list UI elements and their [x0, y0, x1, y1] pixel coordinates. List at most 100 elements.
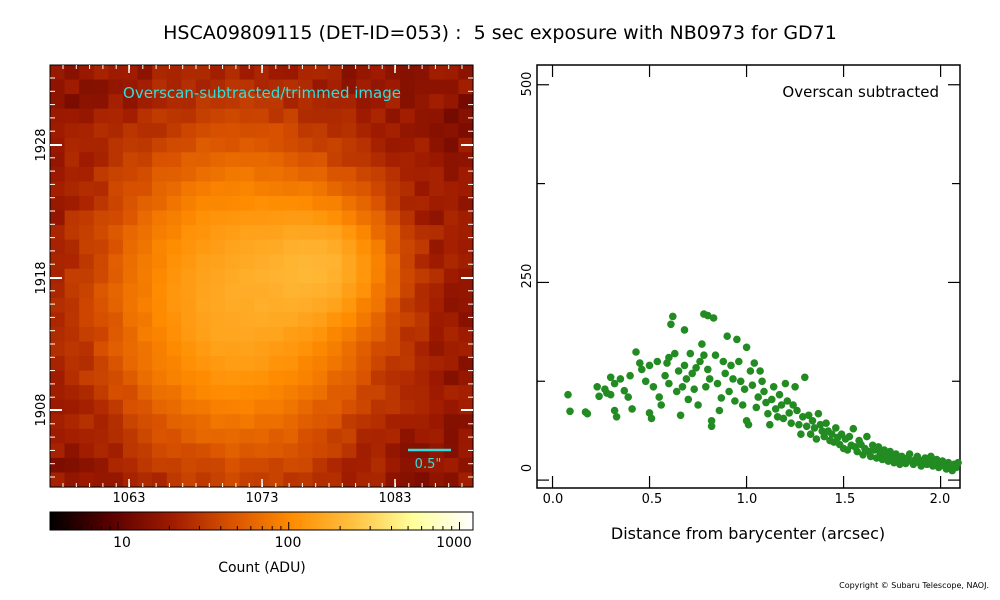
image-pixel — [50, 268, 66, 284]
image-pixel — [283, 370, 299, 386]
data-point — [781, 379, 790, 388]
data-point — [822, 419, 830, 428]
image-pixel — [268, 123, 284, 139]
image-pixel — [268, 283, 284, 299]
image-pixel — [137, 137, 153, 153]
image-pixel — [79, 166, 95, 183]
image-pixel — [356, 428, 372, 444]
image-pixel — [341, 326, 357, 343]
image-pixel — [79, 123, 95, 139]
image-pixel — [400, 123, 416, 139]
image-pixel — [414, 472, 430, 488]
image-pixel — [152, 399, 168, 415]
image-pixel — [181, 65, 197, 81]
data-point — [620, 386, 629, 395]
image-pixel — [122, 210, 139, 226]
image-pixel — [385, 457, 401, 474]
colorbar-tick-label: 1000 — [436, 535, 472, 551]
image-pixel — [443, 94, 460, 110]
image-pixel — [356, 283, 372, 299]
image-pixel — [64, 326, 80, 343]
image-pixel — [443, 283, 460, 299]
image-pixel — [166, 108, 182, 124]
image-pixel — [356, 457, 372, 474]
image-pixel — [50, 370, 66, 386]
image-pixel — [254, 312, 270, 328]
image-pixel — [341, 239, 357, 255]
image-pixel — [195, 443, 212, 459]
image-pixel — [268, 356, 284, 372]
image-pixel — [93, 414, 109, 430]
image-pixel — [195, 385, 212, 401]
image-pixel — [108, 181, 124, 197]
image-pixel — [50, 239, 66, 255]
image-pixel — [93, 457, 109, 474]
data-point — [636, 359, 644, 367]
image-pixel — [137, 457, 153, 474]
image-pixel — [400, 79, 416, 95]
image-pixel — [181, 181, 197, 197]
image-pixel — [458, 356, 474, 372]
image-pixel — [400, 326, 416, 343]
image-pixel — [181, 370, 197, 386]
image-pixel — [239, 385, 255, 401]
image-pixel — [268, 94, 284, 110]
image-pixel — [152, 283, 168, 299]
image-pixel — [137, 254, 153, 270]
image-pixel — [50, 428, 66, 444]
colorbar-label: Count (ADU) — [218, 560, 306, 576]
image-pixel — [195, 225, 212, 241]
data-point — [672, 387, 681, 396]
image-pixel — [225, 457, 241, 474]
image-pixel — [356, 79, 372, 95]
image-pixel — [458, 283, 474, 299]
image-pixel — [254, 79, 270, 95]
image-pixel — [443, 472, 460, 488]
data-point — [696, 357, 704, 366]
data-point — [564, 390, 572, 399]
image-pixel — [458, 195, 474, 212]
image-pixel — [122, 370, 139, 386]
image-pixel — [181, 210, 197, 226]
image-pixel — [385, 472, 401, 488]
image-pixel — [152, 428, 168, 444]
image-pixel — [297, 254, 314, 270]
image-pixel — [181, 356, 197, 372]
data-point — [694, 401, 702, 409]
data-point — [775, 390, 784, 399]
image-pixel — [356, 414, 372, 430]
image-pixel — [152, 443, 168, 459]
image-pixel — [341, 152, 357, 168]
data-point — [744, 420, 753, 429]
image-pixel — [370, 385, 387, 401]
image-pixel — [122, 137, 139, 153]
image-pixel — [181, 341, 197, 357]
image-pixel — [152, 297, 168, 313]
image-pixel — [210, 65, 226, 81]
image-pixel — [414, 385, 430, 401]
data-point — [715, 406, 724, 415]
image-pixel — [137, 225, 153, 241]
image-pixel — [429, 457, 445, 474]
data-point — [905, 450, 914, 458]
image-pixel — [195, 341, 212, 357]
image-x-tick-label: 1063 — [112, 491, 145, 506]
image-pixel — [443, 443, 460, 459]
image-pixel — [64, 370, 80, 386]
image-pixel — [385, 239, 401, 255]
image-pixel — [385, 254, 401, 270]
data-point — [729, 375, 737, 383]
image-pixel — [327, 254, 343, 270]
data-point — [742, 343, 751, 352]
image-pixel — [356, 152, 372, 168]
data-point — [773, 413, 782, 421]
image-pixel — [327, 166, 343, 183]
data-point — [674, 367, 683, 375]
image-pixel — [181, 385, 197, 401]
image-pixel — [50, 166, 66, 183]
image-pixel — [312, 210, 328, 226]
image-pixel — [195, 137, 212, 153]
image-pixel — [79, 399, 95, 415]
image-pixel — [429, 79, 445, 95]
image-pixel — [400, 225, 416, 241]
